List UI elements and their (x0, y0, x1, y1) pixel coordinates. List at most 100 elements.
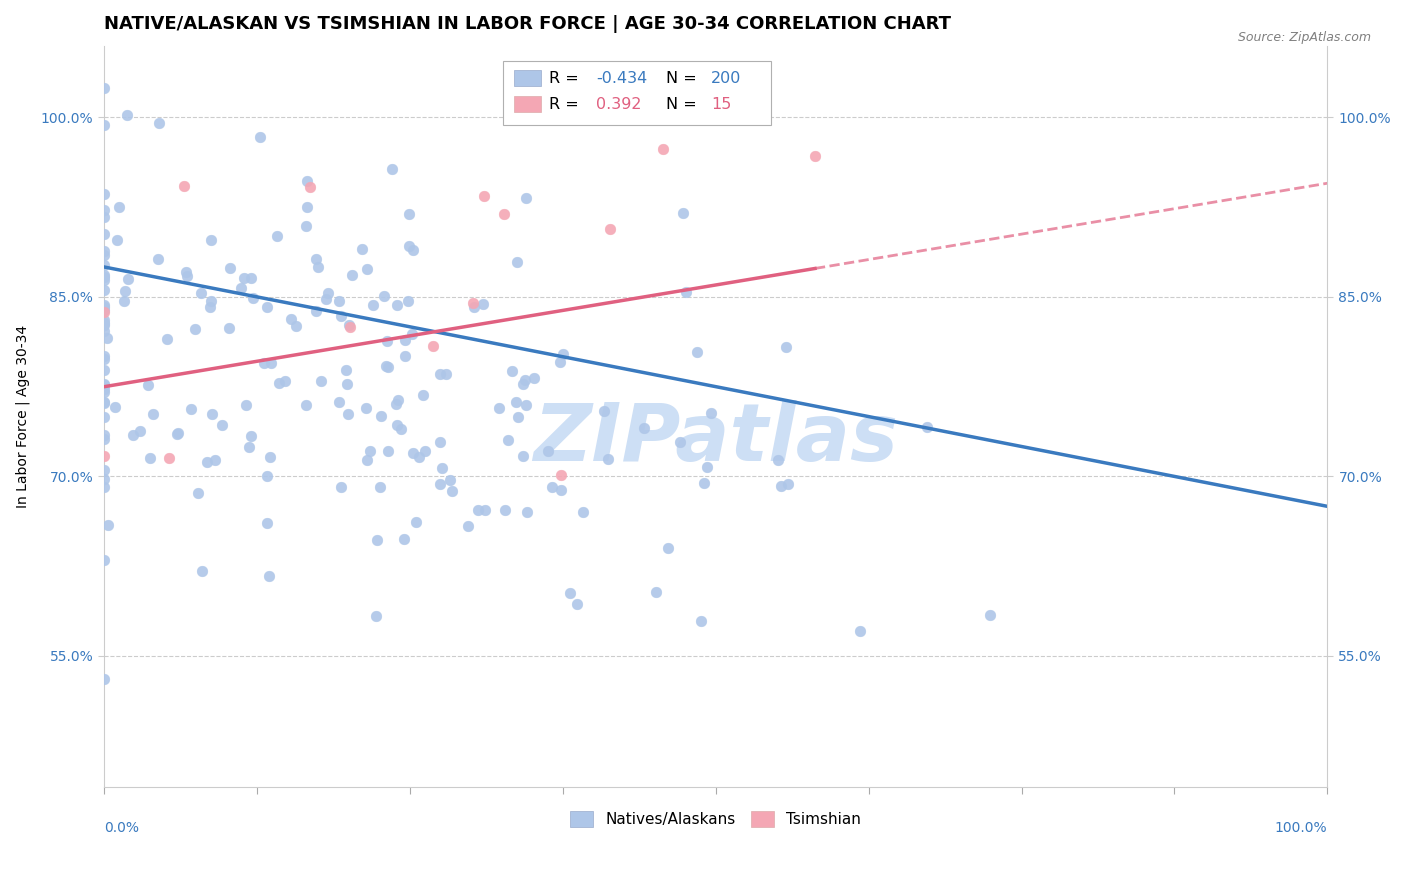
Point (689, 615, 711, 629)
Point (412, 388, 434, 402)
Point (330, 480, 353, 494)
Point (675, 285, 697, 300)
Text: R =: R = (550, 96, 589, 112)
Point (96, 331, 118, 345)
Text: NATIVE/ALASKAN VS TSIMSHIAN IN LABOR FORCE | AGE 30-34 CORRELATION CHART: NATIVE/ALASKAN VS TSIMSHIAN IN LABOR FOR… (104, 15, 952, 33)
Point (515, 372, 537, 386)
Point (328, 293, 350, 308)
Point (139, 450, 162, 465)
Point (766, 452, 789, 467)
Point (190, 564, 212, 578)
Point (516, 505, 538, 519)
Point (108, 200, 131, 214)
Point (429, 477, 451, 491)
Point (645, 584, 668, 599)
Point (93, 244, 115, 259)
Point (359, 443, 381, 458)
Point (295, 174, 318, 188)
Point (439, 474, 461, 488)
Point (488, 401, 510, 415)
Point (259, 569, 281, 583)
Point (377, 334, 399, 348)
Point (669, 435, 692, 450)
Point (174, 265, 197, 279)
Point (240, 429, 263, 443)
Point (565, 597, 588, 611)
Point (305, 252, 328, 267)
Point (198, 300, 221, 314)
Point (778, 476, 800, 491)
Point (166, 427, 188, 442)
Point (229, 281, 252, 295)
Point (295, 200, 318, 214)
Text: R =: R = (550, 70, 585, 86)
Point (523, 371, 546, 385)
Point (93, 268, 115, 283)
Point (218, 321, 240, 335)
Point (352, 242, 374, 256)
Point (775, 340, 797, 354)
Point (596, 451, 619, 466)
Point (295, 398, 318, 412)
Point (93, 382, 115, 396)
Point (294, 219, 316, 234)
Point (93, 324, 115, 338)
Point (979, 608, 1001, 623)
Text: 0.0%: 0.0% (104, 821, 139, 835)
Point (330, 309, 353, 323)
Point (398, 238, 420, 252)
Point (256, 300, 278, 314)
Point (266, 229, 288, 244)
Point (115, 108, 138, 122)
Point (93, 318, 115, 332)
Text: 0.392: 0.392 (596, 96, 641, 112)
Point (696, 459, 718, 474)
Point (93, 450, 115, 464)
Point (260, 356, 283, 370)
Point (394, 334, 416, 348)
Point (381, 161, 404, 176)
Point (200, 233, 222, 247)
Point (471, 296, 494, 310)
Point (385, 418, 408, 433)
Point (256, 468, 278, 483)
Point (204, 453, 226, 467)
Point (235, 398, 257, 412)
Point (285, 319, 308, 334)
Point (142, 407, 165, 421)
Text: -0.434: -0.434 (596, 70, 647, 86)
Point (93, 553, 115, 567)
Point (686, 345, 709, 359)
Point (461, 296, 484, 310)
Point (515, 398, 537, 412)
Point (201, 407, 224, 421)
Point (93, 313, 115, 327)
Point (402, 446, 425, 460)
Point (117, 272, 139, 286)
Point (315, 293, 337, 307)
Point (93, 227, 115, 241)
Point (93, 283, 115, 297)
Point (505, 395, 527, 409)
Point (93, 186, 115, 201)
Point (93, 428, 115, 442)
Point (506, 255, 529, 269)
Point (370, 409, 392, 423)
Point (405, 516, 427, 530)
Point (93, 304, 115, 318)
Point (200, 294, 222, 309)
Point (651, 142, 673, 156)
Point (394, 349, 416, 363)
Point (335, 362, 357, 376)
Point (356, 452, 378, 467)
Point (93, 273, 115, 287)
Point (93, 395, 115, 409)
Point (239, 270, 262, 285)
Point (238, 440, 260, 454)
Point (93, 395, 115, 409)
Point (368, 480, 391, 494)
Point (249, 129, 271, 144)
Point (572, 505, 595, 519)
Point (434, 367, 457, 381)
Point (494, 503, 516, 517)
